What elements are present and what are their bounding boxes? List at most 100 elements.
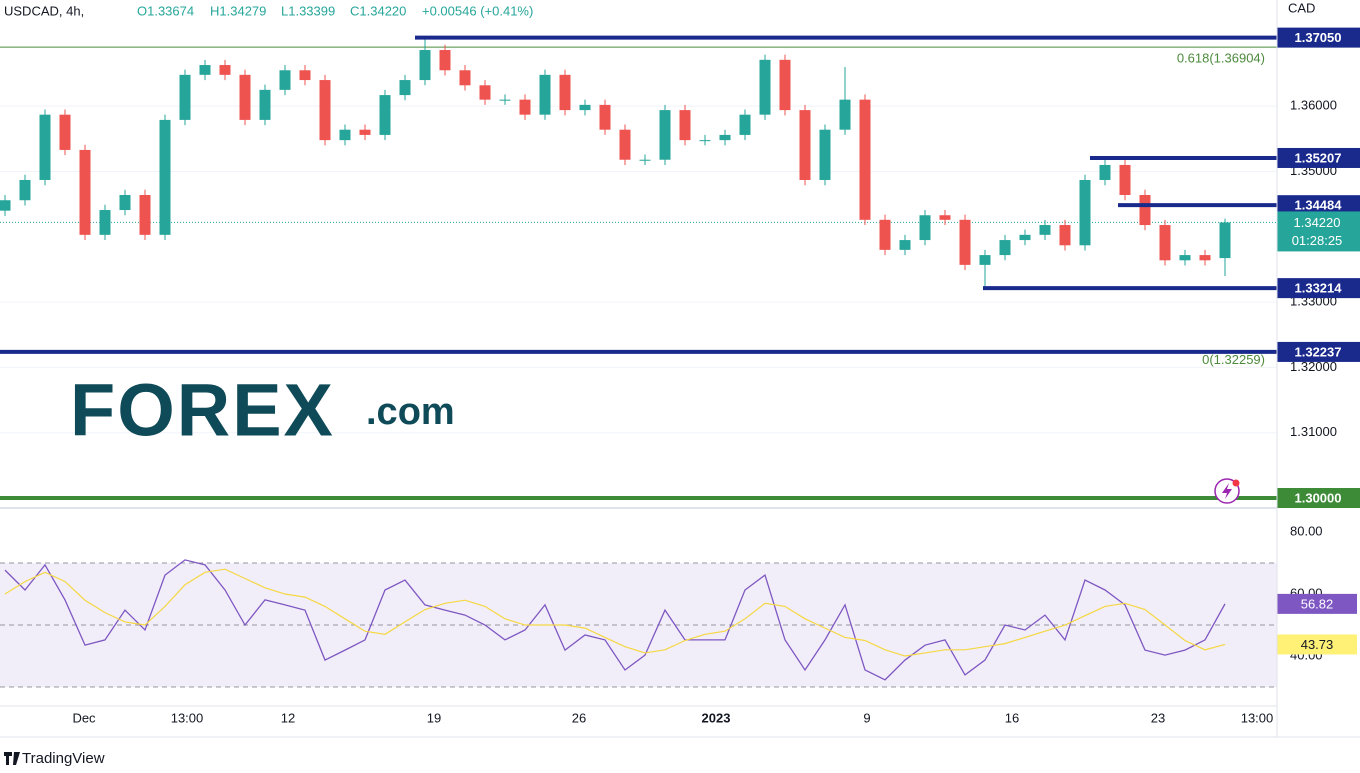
x-tick-label: 9: [863, 710, 870, 725]
current-price-box: [1277, 211, 1360, 252]
candle-body: [799, 110, 811, 180]
candle-body: [1099, 164, 1111, 180]
candle-body: [1079, 179, 1091, 246]
x-tick-label: 13:00: [1241, 710, 1274, 725]
candle-body: [659, 110, 671, 160]
candle-body: [859, 99, 871, 220]
candle-body: [819, 129, 831, 180]
candle-body: [1059, 225, 1071, 246]
candle-body: [559, 74, 571, 111]
candle-body: [579, 104, 591, 111]
candle-body: [19, 179, 31, 201]
candle-body: [79, 149, 91, 235]
ohlc-low: L1.33399: [281, 3, 335, 18]
footer-brand[interactable]: TradingView: [22, 750, 105, 767]
ohlc-high: H1.34279: [210, 3, 266, 18]
level-label-box: [1277, 147, 1360, 168]
y-tick-label: 1.31000: [1290, 424, 1337, 439]
candle-body: [1219, 222, 1231, 259]
candle-body: [399, 80, 411, 96]
candle-body: [519, 99, 531, 115]
candle-body: [479, 85, 491, 100]
candle-body: [919, 215, 931, 241]
candle-body: [779, 59, 791, 111]
candle-body: [639, 159, 651, 161]
symbol: USDCAD, 4h,: [4, 3, 84, 18]
rsi-tick-label: 80.00: [1290, 523, 1323, 538]
level-label-box: [1277, 195, 1360, 216]
ohlc-close: C1.34220: [350, 3, 406, 18]
candle-body: [1039, 225, 1051, 235]
candle-body: [419, 50, 431, 81]
candle-body: [979, 255, 991, 265]
candle-body: [939, 215, 951, 220]
candle-body: [99, 210, 111, 235]
candle-body: [839, 99, 851, 130]
candle-body: [259, 89, 271, 120]
candle-body: [959, 219, 971, 265]
y-tick-label: 1.32000: [1290, 359, 1337, 374]
logo-suffix: .com: [366, 391, 455, 433]
candle-body: [219, 65, 231, 75]
logo-brand: FOREX: [70, 369, 335, 452]
level-label: 1.30000: [1295, 490, 1342, 505]
change: +0.00546 (+0.41%): [422, 3, 533, 18]
candle-body: [119, 194, 131, 211]
x-tick-label: 19: [427, 710, 441, 725]
level-label: 1.32237: [1295, 344, 1342, 359]
candle-body: [539, 74, 551, 115]
candle-body: [39, 114, 51, 180]
x-tick-label: 2023: [702, 710, 731, 725]
y-tick-label: 1.36000: [1290, 98, 1337, 113]
indicator-value: 56.82: [1301, 596, 1334, 611]
ohlc-open: O1.33674: [137, 3, 194, 18]
level-label: 1.37050: [1295, 30, 1342, 45]
alert-icon[interactable]: [1214, 478, 1240, 504]
candle-body: [459, 70, 471, 86]
candle-body: [379, 95, 391, 135]
x-tick-label: 23: [1151, 710, 1165, 725]
indicator-value: 43.73: [1301, 637, 1334, 652]
level-label-box: [1277, 27, 1360, 48]
candle-body: [439, 50, 451, 71]
current-price-label: 1.34220: [1294, 215, 1341, 230]
tv-logo[interactable]: [4, 752, 20, 765]
candle-body: [1199, 255, 1211, 261]
indicator-line: [4, 568, 1226, 657]
candle-body: [199, 65, 211, 75]
candle-body: [359, 129, 371, 135]
candle-body: [699, 140, 711, 142]
level-label-box: [1277, 488, 1360, 509]
candle-body: [59, 114, 71, 150]
level-label-box: [1277, 341, 1360, 362]
candle-body: [1119, 164, 1131, 195]
candle-body: [899, 240, 911, 250]
countdown: 01:28:25: [1292, 233, 1343, 248]
currency: CAD: [1288, 0, 1315, 15]
level-label: 1.34484: [1295, 198, 1343, 213]
candle-body: [619, 129, 631, 160]
alert-dot[interactable]: [1232, 479, 1240, 487]
candle-body: [319, 80, 331, 141]
x-tick-label: 16: [1005, 710, 1019, 725]
candle-body: [759, 59, 771, 115]
candle-body: [679, 110, 691, 141]
level-label: 1.33214: [1295, 281, 1343, 296]
candle-body: [499, 99, 511, 101]
indicator-line: [4, 559, 1226, 681]
alert-bolt[interactable]: [1222, 483, 1232, 499]
marks: [0, 37, 1231, 681]
x-tick-label: Dec: [72, 710, 96, 725]
x-tick-label: 26: [572, 710, 586, 725]
fib-label: 0.618(1.36904): [1177, 51, 1265, 66]
candle-body: [159, 119, 171, 235]
x-tick-label: 13:00: [171, 710, 204, 725]
candle-body: [879, 219, 891, 250]
fib-label: 0(1.32259): [1202, 352, 1265, 367]
candle-body: [739, 114, 751, 135]
indicator-value-box: [1277, 634, 1357, 655]
candle-body: [279, 70, 291, 90]
candle-body: [1179, 255, 1191, 261]
level-label-box: [1277, 278, 1360, 299]
